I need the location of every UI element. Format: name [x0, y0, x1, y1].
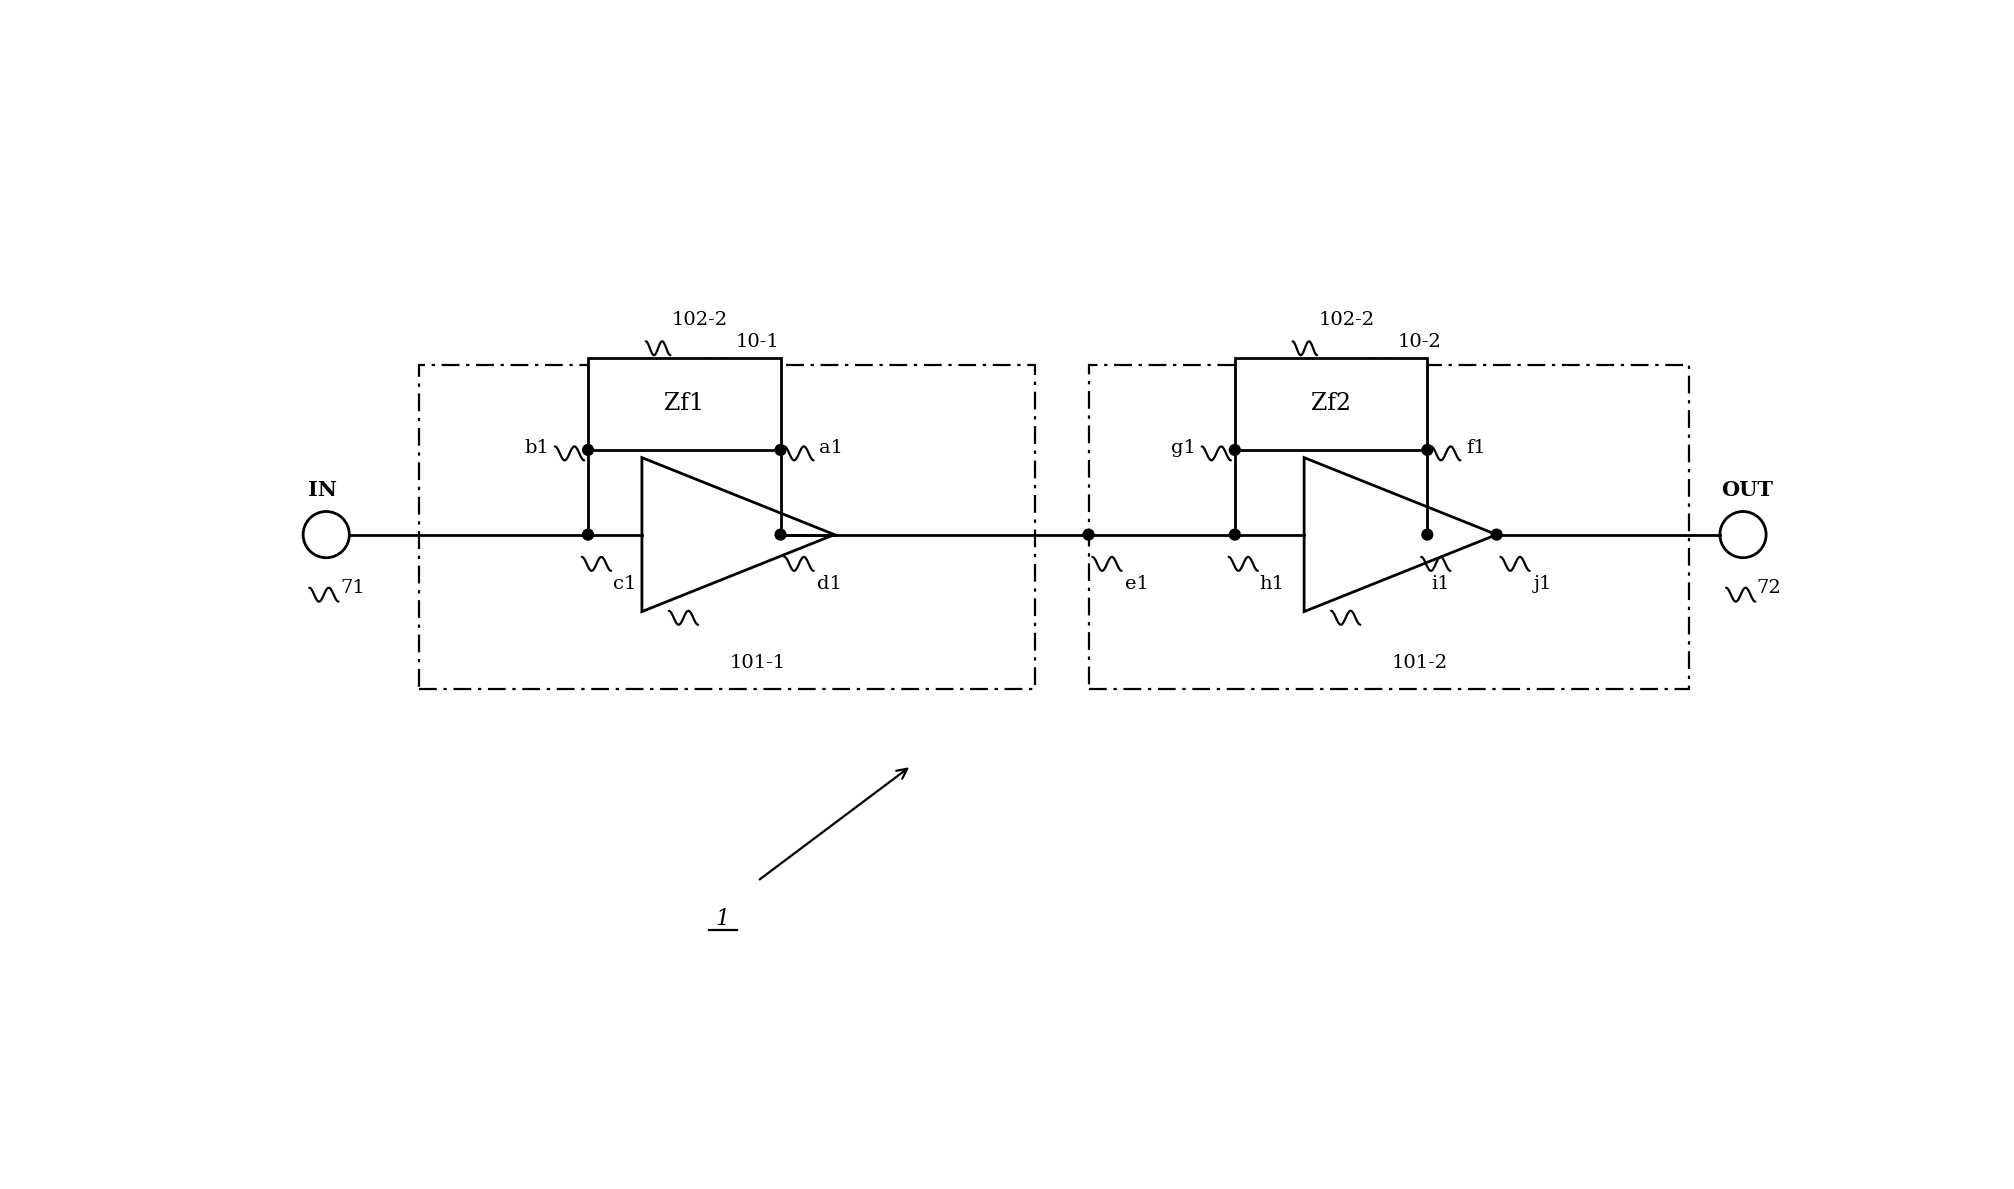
Text: Zf2: Zf2 — [1311, 392, 1351, 415]
Text: 10-1: 10-1 — [735, 333, 779, 352]
Circle shape — [1084, 529, 1094, 540]
Text: c1: c1 — [612, 574, 636, 592]
Text: j1: j1 — [1533, 574, 1551, 592]
Text: 102-2: 102-2 — [1317, 312, 1374, 329]
Text: f1: f1 — [1464, 439, 1484, 457]
Text: OUT: OUT — [1720, 480, 1772, 499]
Text: 1: 1 — [715, 908, 729, 930]
Circle shape — [582, 529, 592, 540]
Circle shape — [582, 445, 592, 455]
Text: b1: b1 — [524, 439, 550, 457]
Circle shape — [775, 445, 785, 455]
Bar — [1235, 358, 1426, 449]
Bar — [588, 358, 779, 449]
Text: a1: a1 — [818, 439, 842, 457]
Circle shape — [1422, 529, 1432, 540]
Text: 71: 71 — [340, 579, 365, 597]
Text: d1: d1 — [818, 574, 842, 592]
Bar — [1088, 365, 1688, 688]
Circle shape — [1422, 445, 1432, 455]
Text: 10-2: 10-2 — [1398, 333, 1442, 352]
Text: e1: e1 — [1126, 574, 1148, 592]
Circle shape — [1490, 529, 1500, 540]
Text: g1: g1 — [1170, 439, 1196, 457]
Circle shape — [1229, 529, 1239, 540]
Text: 72: 72 — [1756, 579, 1780, 597]
Text: h1: h1 — [1259, 574, 1283, 592]
Circle shape — [775, 529, 785, 540]
Text: i1: i1 — [1430, 574, 1448, 592]
Text: IN: IN — [308, 480, 336, 499]
Text: 101-1: 101-1 — [729, 654, 785, 672]
Text: Zf1: Zf1 — [665, 392, 705, 415]
Circle shape — [1229, 445, 1239, 455]
Text: 101-2: 101-2 — [1392, 654, 1446, 672]
Text: 102-2: 102-2 — [671, 312, 727, 329]
Bar — [419, 365, 1033, 688]
